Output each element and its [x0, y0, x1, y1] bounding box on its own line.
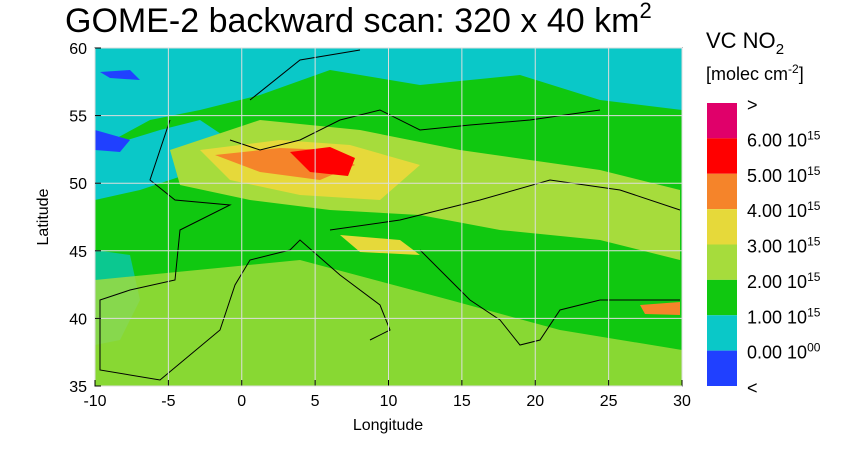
label-base: 6.00 10 — [747, 130, 807, 150]
colorbar-box — [707, 103, 737, 139]
y-tick-label: 40 — [69, 311, 87, 328]
y-tick-label: 55 — [69, 109, 87, 126]
label-base: 5.00 10 — [747, 166, 807, 186]
colorbar-label: 1.00 1015 — [747, 305, 821, 327]
y-tick-label: 45 — [69, 244, 87, 261]
colorbar-label: 6.00 1015 — [747, 128, 821, 150]
label-exp: 15 — [807, 199, 821, 213]
y-tick-label: 35 — [69, 379, 87, 396]
colorbar-title-sub: 2 — [776, 41, 784, 58]
unit-end: ] — [799, 64, 804, 84]
y-tick-label: 50 — [69, 176, 87, 193]
colorbar-box — [707, 244, 737, 280]
x-tick-label: -10 — [83, 393, 106, 410]
colorbar-box — [707, 138, 737, 174]
x-tick-label: -5 — [161, 393, 175, 410]
title-sup: 2 — [639, 0, 651, 23]
colorbar-label: > — [747, 95, 758, 115]
label-base: 3.00 10 — [747, 237, 807, 257]
colorbar-label: 0.00 1000 — [747, 341, 821, 363]
label-base: 4.00 10 — [747, 201, 807, 221]
x-tick-label: 10 — [380, 393, 398, 410]
label-exp: 15 — [807, 305, 821, 319]
y-tick-label: 60 — [69, 41, 87, 58]
title-text: GOME-2 backward scan: 320 x 40 km — [65, 2, 639, 40]
label-base: 1.00 10 — [747, 307, 807, 327]
colorbar-label: < — [747, 378, 758, 398]
colorbar-box — [707, 209, 737, 245]
colorbar-label: 5.00 1015 — [747, 164, 821, 186]
colorbar-unit: [molec cm-2] — [706, 62, 804, 84]
label-exp: 15 — [807, 235, 821, 249]
label-exp: 15 — [807, 164, 821, 178]
colorbar-label: 2.00 1015 — [747, 270, 821, 292]
label-base: > — [747, 95, 758, 115]
colorbar-box — [707, 350, 737, 386]
colorbar-box — [707, 173, 737, 210]
title: GOME-2 backward scan: 320 x 40 km2 — [65, 0, 652, 40]
colorbar-label: 4.00 1015 — [747, 199, 821, 221]
label-base: 2.00 10 — [747, 272, 807, 292]
x-tick-label: 30 — [673, 393, 691, 410]
x-tick-label: 20 — [526, 393, 544, 410]
x-tick-label: 25 — [600, 393, 618, 410]
y-axis-label: Latitude — [35, 188, 52, 245]
label-exp: 15 — [807, 270, 821, 284]
label-base: 0.00 10 — [747, 343, 807, 363]
x-tick-label: 5 — [311, 393, 320, 410]
unit-sup: -2 — [788, 62, 799, 76]
colorbar-box — [707, 279, 737, 316]
unit-text: [molec cm — [706, 64, 788, 84]
colorbar-box — [707, 315, 737, 351]
colorbar-label: 3.00 1015 — [747, 235, 821, 257]
x-tick-label: 15 — [453, 393, 471, 410]
colorbar-title: VC NO2 — [706, 28, 784, 58]
label-base: < — [747, 378, 758, 398]
colorbar-title-text: VC NO — [706, 28, 776, 53]
x-axis-label: Longitude — [353, 417, 423, 434]
label-exp: 00 — [807, 341, 821, 355]
label-exp: 15 — [807, 128, 821, 142]
x-tick-label: 0 — [237, 393, 246, 410]
